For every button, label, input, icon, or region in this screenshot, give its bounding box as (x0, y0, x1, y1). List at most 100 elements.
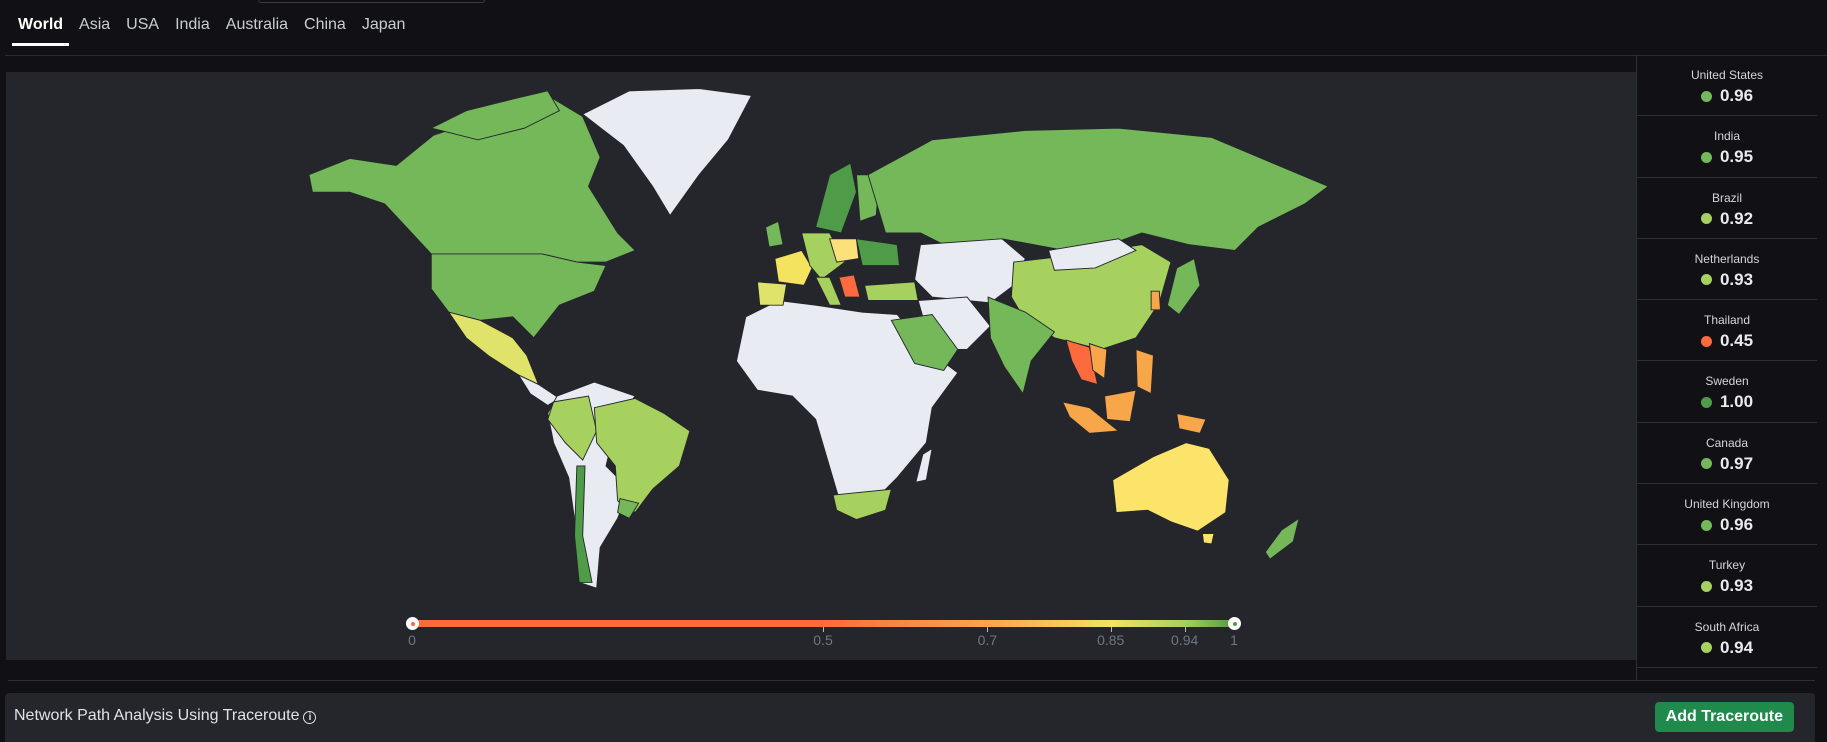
status-dot-icon (1700, 396, 1712, 408)
region-poland[interactable] (829, 238, 860, 263)
country-score-item[interactable]: Sweden 1.00 (1637, 361, 1817, 423)
region-italy[interactable] (814, 276, 842, 306)
region-mongolia[interactable] (1048, 238, 1137, 271)
region-tasmania[interactable] (1201, 533, 1215, 545)
region-brazil[interactable] (593, 397, 691, 514)
country-name: United States (1690, 68, 1764, 82)
country-name: Thailand (1703, 313, 1751, 328)
region-central-asia[interactable] (914, 238, 1026, 304)
tab-australia[interactable]: Australia (225, 16, 289, 33)
region-colombia-peru[interactable] (547, 395, 598, 461)
country-score-item[interactable]: United Kingdom 0.96 (1637, 484, 1817, 546)
info-icon[interactable]: i (303, 711, 317, 724)
region-arctic-islands[interactable] (429, 90, 561, 141)
legend-tick-label: 0.85 (1097, 632, 1125, 648)
country-score-item[interactable]: Canada 0.97 (1637, 423, 1817, 485)
region-australia[interactable] (1112, 442, 1230, 532)
traceroute-section: Network Path Analysis Using Traceroute i … (5, 693, 1815, 742)
country-name: India (1713, 129, 1741, 144)
country-name: Netherlands (1694, 251, 1760, 266)
legend-tick-label: 0.7 (977, 632, 998, 648)
country-name: Turkey (1708, 558, 1746, 573)
country-score-item[interactable]: Netherlands 0.93 (1637, 239, 1817, 301)
region-united-states[interactable] (430, 253, 607, 339)
tab-japan[interactable]: Japan (361, 16, 406, 33)
score-value: 0.93 (1719, 576, 1754, 596)
region-korea[interactable] (1150, 290, 1161, 311)
country-score-item[interactable]: Brazil 0.92 (1637, 178, 1817, 239)
region-ukraine[interactable] (855, 238, 901, 267)
country-name: Brazil (1711, 190, 1742, 205)
region-canada[interactable] (308, 95, 636, 263)
status-dot-icon (1700, 274, 1712, 286)
region-russia[interactable] (867, 127, 1330, 255)
tab-asia[interactable]: Asia (79, 16, 111, 33)
region-greenland[interactable] (581, 88, 753, 217)
country-name: Sweden (1705, 374, 1749, 389)
country-score-item[interactable]: United States 0.96 (1637, 55, 1817, 117)
score-value: 0.94 (1719, 637, 1754, 657)
region-india[interactable] (987, 296, 1056, 395)
region-japan[interactable] (1166, 257, 1201, 316)
status-dot-icon (1700, 580, 1712, 592)
region-south-africa[interactable] (832, 488, 892, 521)
legend-tick-label: 0 (408, 632, 416, 648)
add-traceroute-button[interactable]: Add Traceroute (1654, 702, 1794, 732)
region-balkans[interactable] (838, 274, 861, 298)
region-philippines[interactable] (1135, 348, 1154, 395)
status-dot-icon (1700, 458, 1712, 470)
country-score-item[interactable]: Thailand 0.45 (1637, 300, 1817, 362)
status-dot-icon (1700, 335, 1712, 347)
status-dot-icon (1700, 90, 1712, 102)
section-divider (8, 680, 1815, 681)
score-value: 0.92 (1719, 208, 1754, 228)
section-title-text: Network Path Analysis Using Traceroute (14, 707, 300, 724)
region-new-zealand[interactable] (1264, 517, 1300, 560)
search-box-edge (258, 0, 485, 3)
status-dot-icon (1700, 519, 1712, 531)
region-thailand[interactable] (1065, 339, 1099, 386)
legend-tick-mark (1110, 627, 1112, 632)
range-min-handle[interactable] (406, 617, 419, 630)
section-title: Network Path Analysis Using Traceroute i (14, 707, 317, 725)
region-iberia[interactable] (756, 281, 788, 306)
region-turkey[interactable] (864, 281, 919, 301)
region-uk[interactable] (765, 220, 784, 248)
region-borneo[interactable] (1104, 389, 1137, 423)
status-dot-icon (1700, 151, 1712, 163)
tab-india[interactable]: India (175, 16, 210, 33)
color-scale-legend: 0 0.5 0.7 0.85 0.94 1 (406, 617, 1241, 657)
score-value: 0.95 (1719, 147, 1754, 167)
country-name: Canada (1705, 435, 1749, 450)
country-name: United Kingdom (1684, 497, 1770, 512)
region-madagascar[interactable] (915, 447, 933, 483)
country-score-item[interactable]: India 0.95 (1637, 116, 1817, 178)
region-uruguay[interactable] (617, 497, 640, 519)
region-chile[interactable] (574, 465, 593, 583)
region-africa[interactable] (735, 300, 959, 500)
region-indonesia[interactable] (1061, 401, 1120, 434)
tab-divider (5, 55, 1827, 56)
legend-tick-label: 0.94 (1171, 632, 1199, 648)
status-dot-icon (1700, 213, 1712, 225)
region-vietnam[interactable] (1088, 342, 1108, 380)
tab-world[interactable]: World (10, 10, 71, 46)
legend-tick-mark (1184, 627, 1186, 632)
legend-tick-mark (987, 627, 989, 632)
range-max-handle[interactable] (1228, 617, 1241, 630)
country-score-item[interactable]: South Africa 0.94 (1637, 607, 1817, 668)
region-france[interactable] (774, 249, 813, 286)
legend-tick-label: 1 (1230, 632, 1238, 648)
country-score-list: United States 0.96 India 0.95 Brazil 0.92 N… (1636, 55, 1817, 680)
score-value: 0.93 (1719, 269, 1754, 289)
score-value: 1.00 (1719, 392, 1754, 412)
score-value: 0.96 (1719, 515, 1754, 535)
tab-china[interactable]: China (304, 16, 346, 33)
region-saudi-arabia[interactable] (890, 314, 959, 371)
score-value: 0.97 (1719, 453, 1754, 473)
country-score-item[interactable]: Turkey 0.93 (1637, 545, 1817, 607)
region-papua[interactable] (1176, 412, 1207, 434)
legend-tick-mark (823, 627, 824, 632)
tab-usa[interactable]: USA (126, 16, 160, 33)
region-sweden[interactable] (815, 162, 857, 234)
